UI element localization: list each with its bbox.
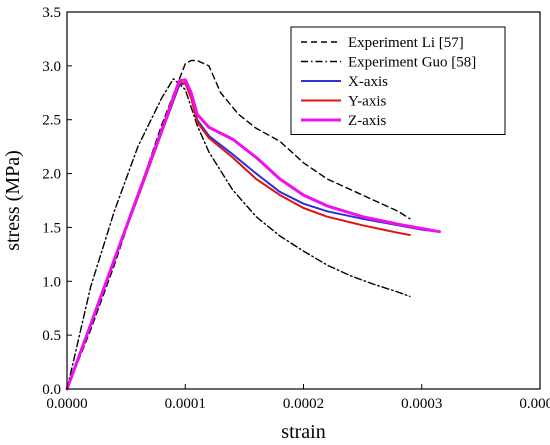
legend-label: Z-axis	[348, 113, 386, 129]
series-line-experiment-guo-58	[66, 78, 411, 390]
y-tick-label: 3.5	[42, 5, 61, 21]
y-tick-label: 1.0	[42, 274, 61, 290]
y-axis-title: stress (MPa)	[2, 150, 24, 251]
y-tick-label: 0.5	[42, 328, 61, 344]
legend-label: Y-axis	[348, 94, 386, 110]
y-tick-label: 0.0	[42, 382, 61, 398]
x-axis-title: strain	[281, 421, 325, 443]
y-tick-label: 1.5	[42, 220, 61, 236]
legend-label: Experiment Li [57]	[348, 35, 464, 51]
x-tick-label: 0.0003	[401, 396, 442, 412]
series-line-z-axis	[65, 78, 441, 391]
x-tick-label: 0.0001	[165, 396, 206, 412]
y-tick-label: 3.0	[42, 59, 61, 75]
y-tick-label: 2.0	[42, 167, 61, 183]
series-layer	[65, 59, 441, 391]
legend-label: Experiment Guo [58]	[348, 55, 476, 71]
x-tick-label: 0.0002	[283, 396, 324, 412]
plot-frame	[66, 11, 541, 390]
legend-label: X-axis	[348, 74, 388, 90]
legend: Experiment Li [57] Experiment Guo [58] X-a…	[290, 26, 506, 135]
x-tick-label: 0.0000	[46, 396, 87, 412]
axis-ticks: 0.0000 0.0001 0.0002 0.0003 0.0004 0.0 0.5 1.0 1…	[42, 5, 550, 412]
y-tick-label: 2.5	[42, 113, 61, 129]
x-tick-label: 0.0004	[519, 396, 550, 412]
